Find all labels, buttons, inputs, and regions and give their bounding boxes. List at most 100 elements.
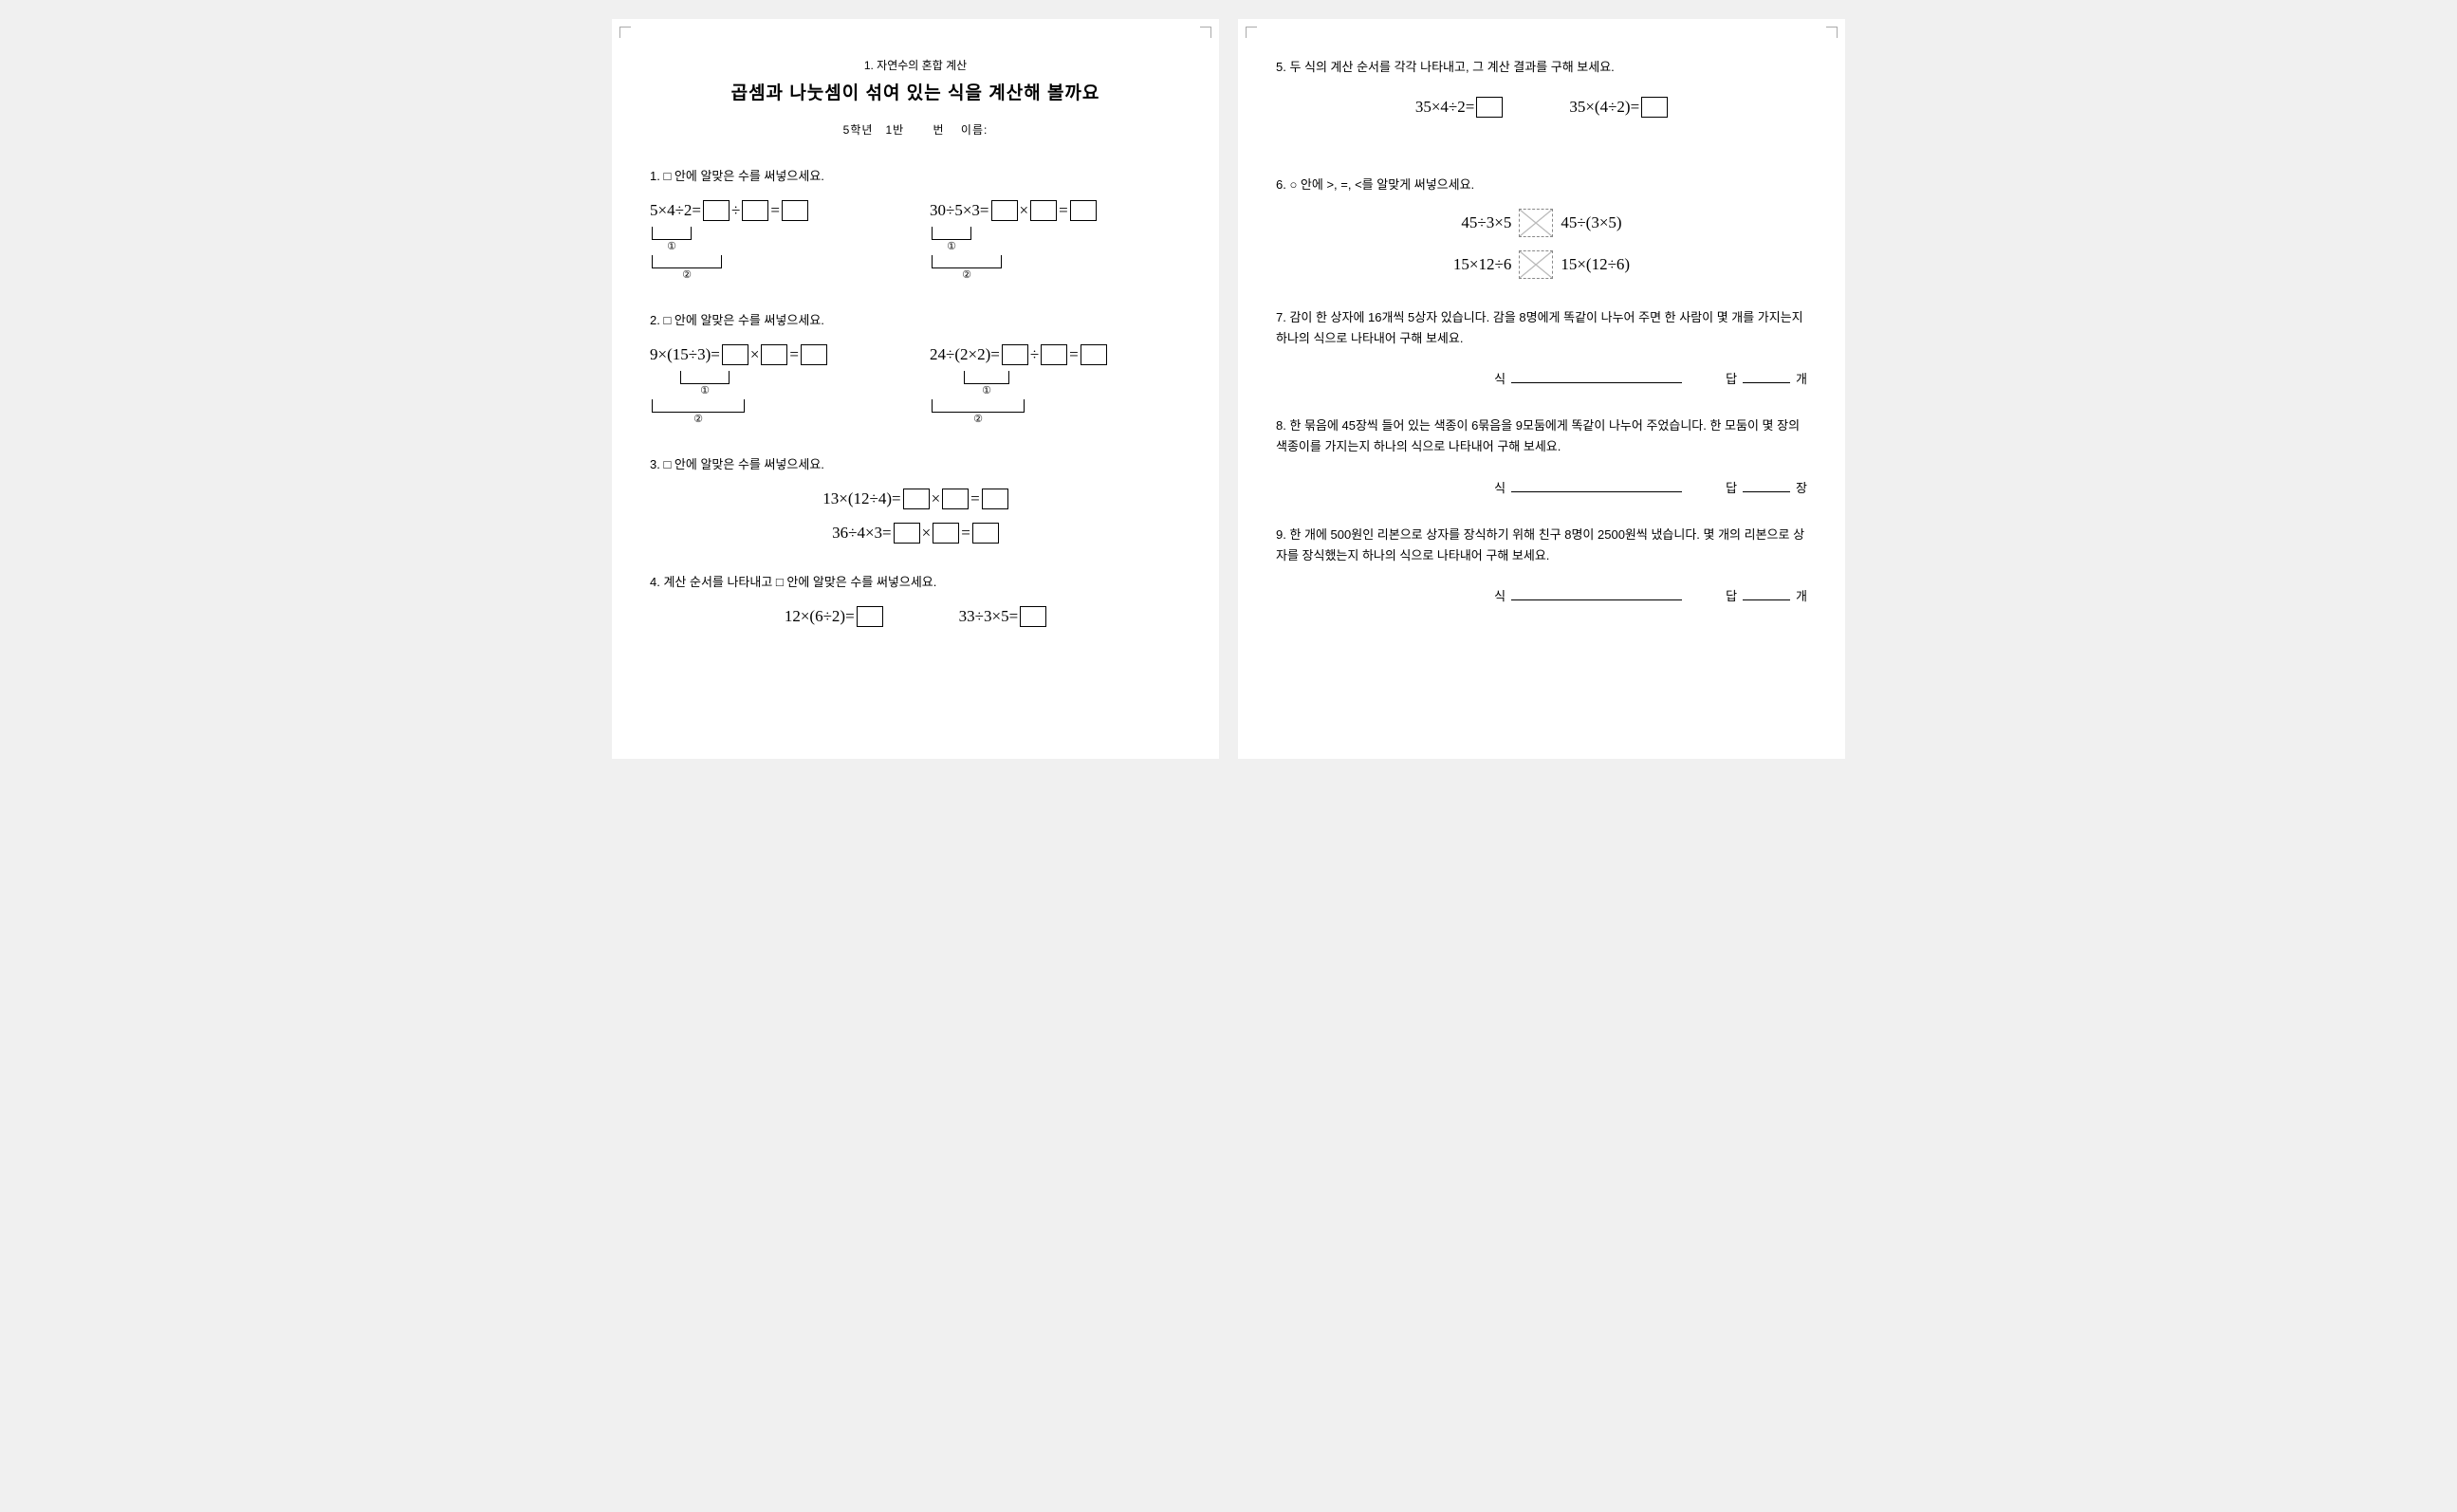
expression-2a: 9×(15÷3)= × =	[650, 344, 901, 365]
answer-blank[interactable]	[1743, 585, 1790, 600]
answer-box[interactable]	[982, 489, 1008, 509]
answer-box[interactable]	[972, 523, 999, 544]
answer-box[interactable]	[1002, 344, 1028, 365]
question-text: 7. 감이 한 상자에 16개씩 5상자 있습니다. 감을 8명에게 똑같이 나…	[1276, 307, 1807, 349]
question-4: 4. 계산 순서를 나타내고 □ 안에 알맞은 수를 써넣으세요. 12×(6÷…	[650, 572, 1181, 627]
question-text: 2. □ 안에 알맞은 수를 써넣으세요.	[650, 310, 1181, 331]
expr-prefix: 13×(12÷4)=	[822, 489, 900, 508]
page-right: 5. 두 식의 계산 순서를 각각 나타내고, 그 계산 결과를 구해 보세요.…	[1238, 19, 1845, 759]
answer-box[interactable]	[742, 200, 768, 221]
answer-box[interactable]	[1641, 97, 1668, 118]
answer-box[interactable]	[1030, 200, 1057, 221]
student-info: 5학년 1반 번 이름:	[650, 121, 1181, 138]
operator: ÷	[1030, 345, 1039, 364]
order-bracket: ① ②	[650, 371, 901, 426]
question-9: 9. 한 개에 500원인 리본으로 상자를 장식하기 위해 친구 8명이 25…	[1276, 525, 1807, 604]
answer-box[interactable]	[703, 200, 730, 221]
order-bracket: ① ②	[650, 227, 901, 282]
expression-blank[interactable]	[1511, 368, 1682, 383]
step-2-label: ②	[932, 268, 1002, 281]
operator: ×	[932, 489, 941, 508]
expression-3b: 36÷4×3= × =	[832, 523, 999, 544]
answer-box[interactable]	[761, 344, 787, 365]
answer-box[interactable]	[722, 344, 748, 365]
question-text: 4. 계산 순서를 나타내고 □ 안에 알맞은 수를 써넣으세요.	[650, 572, 1181, 593]
answer-box[interactable]	[894, 523, 920, 544]
question-text: 1. □ 안에 알맞은 수를 써넣으세요.	[650, 166, 1181, 187]
name-label: 이름:	[961, 123, 988, 137]
crop-mark	[1246, 27, 1257, 38]
expr-prefix: 24÷(2×2)=	[930, 345, 1000, 364]
question-text: 5. 두 식의 계산 순서를 각각 나타내고, 그 계산 결과를 구해 보세요.	[1276, 57, 1807, 78]
expression-2b: 24÷(2×2)= ÷ =	[930, 344, 1181, 365]
answer-box[interactable]	[857, 606, 883, 627]
expr-prefix: 30÷5×3=	[930, 201, 989, 220]
answer-box[interactable]	[1070, 200, 1097, 221]
comparison-6b: 15×12÷6 15×(12÷6)	[1453, 250, 1630, 279]
answer-box[interactable]	[942, 489, 969, 509]
expr-prefix: 36÷4×3=	[832, 524, 892, 543]
question-2: 2. □ 안에 알맞은 수를 써넣으세요. 9×(15÷3)= × = ① ②	[650, 310, 1181, 426]
expression-1a: 5×4÷2= ÷ =	[650, 200, 901, 221]
crop-mark	[619, 27, 631, 38]
expr-prefix: 35×(4÷2)=	[1569, 98, 1639, 117]
right-expr: 45÷(3×5)	[1561, 213, 1621, 232]
operator: ×	[750, 345, 760, 364]
left-expr: 15×12÷6	[1453, 255, 1511, 274]
expression-5a: 35×4÷2=	[1415, 97, 1504, 118]
step-2-label: ②	[652, 268, 722, 281]
operator: ×	[1020, 201, 1029, 220]
grade-label: 5학년	[843, 123, 874, 137]
step-1-label: ①	[964, 384, 1009, 396]
answer-blank[interactable]	[1743, 477, 1790, 492]
answer-box[interactable]	[1041, 344, 1067, 365]
expression-label: 식	[1494, 481, 1506, 495]
unit-label: 개	[1796, 589, 1807, 603]
crop-mark	[1200, 27, 1211, 38]
unit-label: 장	[1796, 481, 1807, 495]
step-1-label: ①	[652, 240, 692, 252]
answer-box[interactable]	[933, 523, 959, 544]
operator: ×	[922, 524, 932, 543]
answer-label: 답	[1726, 372, 1737, 386]
step-2-label: ②	[652, 413, 745, 425]
answer-label: 답	[1726, 589, 1737, 603]
answer-box[interactable]	[903, 489, 930, 509]
answer-label: 답	[1726, 481, 1737, 495]
expr-prefix: 9×(15÷3)=	[650, 345, 720, 364]
question-3: 3. □ 안에 알맞은 수를 써넣으세요. 13×(12÷4)= × = 36÷…	[650, 454, 1181, 544]
answer-box[interactable]	[801, 344, 827, 365]
left-expr: 45÷3×5	[1461, 213, 1511, 232]
expression-5b: 35×(4÷2)=	[1569, 97, 1668, 118]
page-left: 1. 자연수의 혼합 계산 곱셈과 나눗셈이 섞여 있는 식을 계산해 볼까요 …	[612, 19, 1219, 759]
question-text: 9. 한 개에 500원인 리본으로 상자를 장식하기 위해 친구 8명이 25…	[1276, 525, 1807, 566]
comparison-box[interactable]	[1519, 209, 1553, 237]
chapter-label: 1. 자연수의 혼합 계산	[650, 57, 1181, 73]
expression-4b: 33÷3×5=	[959, 606, 1047, 627]
answer-blank[interactable]	[1743, 368, 1790, 383]
expr-prefix: 12×(6÷2)=	[785, 607, 855, 626]
step-2-label: ②	[932, 413, 1025, 425]
step-1-label: ①	[680, 384, 730, 396]
order-bracket: ① ②	[930, 371, 1181, 426]
expression-label: 식	[1494, 372, 1506, 386]
answer-box[interactable]	[782, 200, 808, 221]
answer-box[interactable]	[1020, 606, 1046, 627]
question-8: 8. 한 묶음에 45장씩 들어 있는 색종이 6묶음을 9모둠에게 똑같이 나…	[1276, 415, 1807, 495]
answer-box[interactable]	[991, 200, 1018, 221]
expr-prefix: 35×4÷2=	[1415, 98, 1475, 117]
expression-blank[interactable]	[1511, 585, 1682, 600]
question-5: 5. 두 식의 계산 순서를 각각 나타내고, 그 계산 결과를 구해 보세요.…	[1276, 57, 1807, 118]
answer-box[interactable]	[1476, 97, 1503, 118]
step-1-label: ①	[932, 240, 971, 252]
expression-blank[interactable]	[1511, 477, 1682, 492]
class-label: 1반	[885, 123, 904, 137]
comparison-box[interactable]	[1519, 250, 1553, 279]
question-text: 8. 한 묶음에 45장씩 들어 있는 색종이 6묶음을 9모둠에게 똑같이 나…	[1276, 415, 1807, 457]
operator: ÷	[731, 201, 740, 220]
question-6: 6. ○ 안에 >, =, <를 알맞게 써넣으세요. 45÷3×5 45÷(3…	[1276, 175, 1807, 279]
worksheet-title: 곱셈과 나눗셈이 섞여 있는 식을 계산해 볼까요	[650, 79, 1181, 104]
expression-1b: 30÷5×3= × =	[930, 200, 1181, 221]
answer-box[interactable]	[1081, 344, 1107, 365]
expr-prefix: 33÷3×5=	[959, 607, 1019, 626]
